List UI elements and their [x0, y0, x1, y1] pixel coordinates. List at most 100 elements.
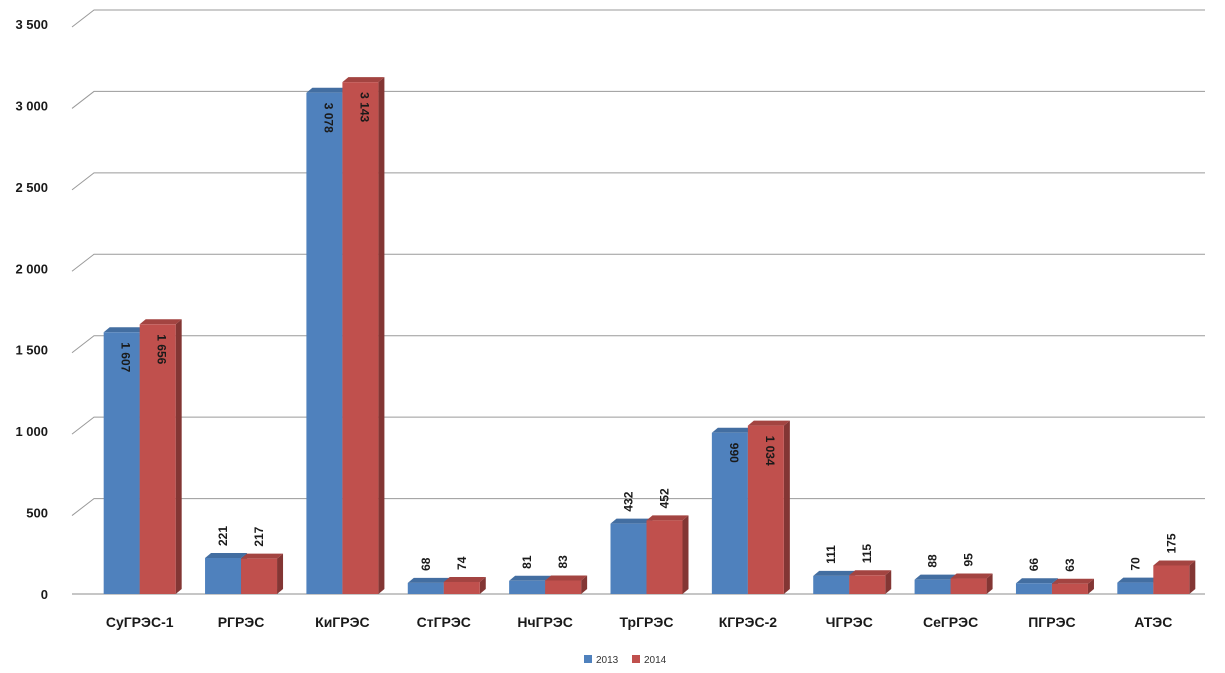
bar-side-2014 — [682, 515, 689, 594]
bar-2014-8 — [849, 575, 886, 594]
bar-top-2013 — [306, 87, 349, 93]
gridline — [71, 90, 1205, 109]
bar-side-2014 — [277, 553, 284, 594]
x-tick-label: ПГРЭС — [1028, 614, 1075, 630]
bar-top-2013 — [813, 570, 856, 576]
bar-side-2014 — [783, 420, 790, 594]
gridline — [71, 498, 1205, 516]
x-tick-label: АТЭС — [1134, 614, 1172, 630]
x-tick-label: НчГРЭС — [517, 614, 573, 630]
bar-2014-9 — [950, 578, 987, 594]
x-tick-label: СуГРЭС-1 — [106, 614, 174, 630]
data-label: 70 — [1128, 557, 1142, 571]
bar-2014-7 — [747, 425, 784, 594]
bar-2014-2 — [241, 558, 278, 594]
data-label: 63 — [1063, 558, 1077, 572]
bars: 1 607 1 656 221 217 3 078 3 143 68 74 81 83 432 452… — [103, 77, 1196, 595]
bar-2014-3 — [342, 82, 379, 594]
data-label: 83 — [556, 555, 570, 569]
bar-2014-5 — [545, 580, 582, 594]
gridline — [71, 172, 1205, 191]
bar-top-2014 — [241, 553, 284, 559]
data-label: 217 — [252, 526, 266, 546]
data-label: 432 — [622, 491, 636, 511]
bar-2013-2 — [205, 558, 242, 594]
bar-side-2014 — [1189, 560, 1196, 594]
bar-side-2014 — [378, 77, 385, 594]
bar-top-2013 — [205, 553, 248, 559]
data-label: 111 — [824, 545, 838, 564]
x-tick-label: КиГРЭС — [315, 614, 370, 630]
legend: 2013 2014 — [584, 655, 667, 666]
bar-side-2014 — [479, 576, 486, 594]
bar-top-2013 — [610, 518, 653, 524]
x-axis-labels: СуГРЭС-1 РГРЭС КиГРЭС СтГРЭС НчГРЭС ТрГРЭС КГР… — [106, 614, 1173, 630]
data-label: 3 143 — [357, 92, 371, 122]
bar-2014-4 — [443, 581, 480, 594]
bar-2013-5 — [509, 580, 546, 594]
y-tick-label: 0 — [41, 587, 48, 602]
legend-swatch-0 — [584, 655, 592, 663]
bar-side-2014 — [581, 575, 588, 594]
bar-top-2014 — [950, 573, 993, 579]
bar-top-2014 — [849, 570, 892, 576]
bar-side-2014 — [885, 570, 892, 594]
bar-2013-7 — [711, 432, 748, 594]
bar-top-2013 — [914, 574, 957, 580]
y-axis-ticks: 0 500 1 000 1 500 2 000 2 500 3 000 3 500 — [15, 17, 48, 602]
bar-top-2014 — [342, 77, 385, 83]
gridline — [71, 416, 1205, 435]
y-tick-label: 2 500 — [15, 180, 48, 195]
gridline — [71, 253, 1205, 272]
gridline — [71, 9, 1205, 28]
bar-top-2014 — [443, 576, 486, 582]
y-tick-label: 1 500 — [15, 343, 48, 358]
gridline — [71, 335, 1205, 354]
data-label: 95 — [962, 553, 976, 567]
data-label: 221 — [216, 526, 230, 546]
bar-top-2013 — [1015, 578, 1058, 584]
bar-top-2013 — [1117, 577, 1160, 583]
bar-2013-10 — [1015, 583, 1052, 594]
data-label: 3 078 — [321, 103, 335, 133]
bar-top-2014 — [747, 420, 790, 426]
data-label: 66 — [1027, 558, 1041, 572]
bar-2013-6 — [610, 523, 647, 594]
bar-side-2014 — [986, 573, 993, 594]
legend-swatch-1 — [632, 655, 640, 663]
legend-label-1: 2014 — [644, 655, 667, 666]
data-label: 88 — [926, 554, 940, 568]
bar-2013-9 — [914, 579, 951, 594]
data-label: 175 — [1164, 533, 1178, 553]
legend-label-0: 2013 — [596, 655, 619, 666]
y-tick-label: 3 500 — [15, 17, 48, 32]
bar-top-2013 — [509, 575, 552, 581]
data-label: 990 — [727, 443, 741, 463]
bar-2014-11 — [1153, 565, 1190, 594]
bar-top-2014 — [1153, 560, 1196, 566]
data-label: 1 607 — [119, 342, 133, 372]
y-tick-label: 2 000 — [15, 261, 48, 276]
bar-2013-1 — [103, 332, 140, 594]
bar-top-2013 — [711, 427, 754, 433]
x-tick-label: ТрГРЭС — [620, 614, 674, 630]
bar-2013-11 — [1117, 582, 1154, 594]
y-tick-label: 500 — [26, 506, 48, 521]
x-tick-label: КГРЭС-2 — [719, 614, 778, 630]
data-label: 115 — [860, 544, 874, 564]
bar-top-2013 — [407, 577, 450, 583]
bar-top-2014 — [139, 319, 182, 325]
data-label: 74 — [455, 556, 469, 570]
bar-side-2014 — [175, 319, 182, 594]
bar-top-2014 — [545, 575, 588, 581]
x-tick-label: СеГРЭС — [923, 614, 978, 630]
bar-side-2014 — [1087, 578, 1094, 594]
bar-2014-6 — [646, 520, 683, 594]
data-label: 81 — [520, 555, 534, 569]
bar-2013-3 — [306, 92, 343, 595]
bar-top-2014 — [646, 515, 689, 521]
x-tick-label: РГРЭС — [218, 614, 265, 630]
x-tick-label: ЧГРЭС — [826, 614, 873, 630]
bar-top-2014 — [1051, 578, 1094, 584]
